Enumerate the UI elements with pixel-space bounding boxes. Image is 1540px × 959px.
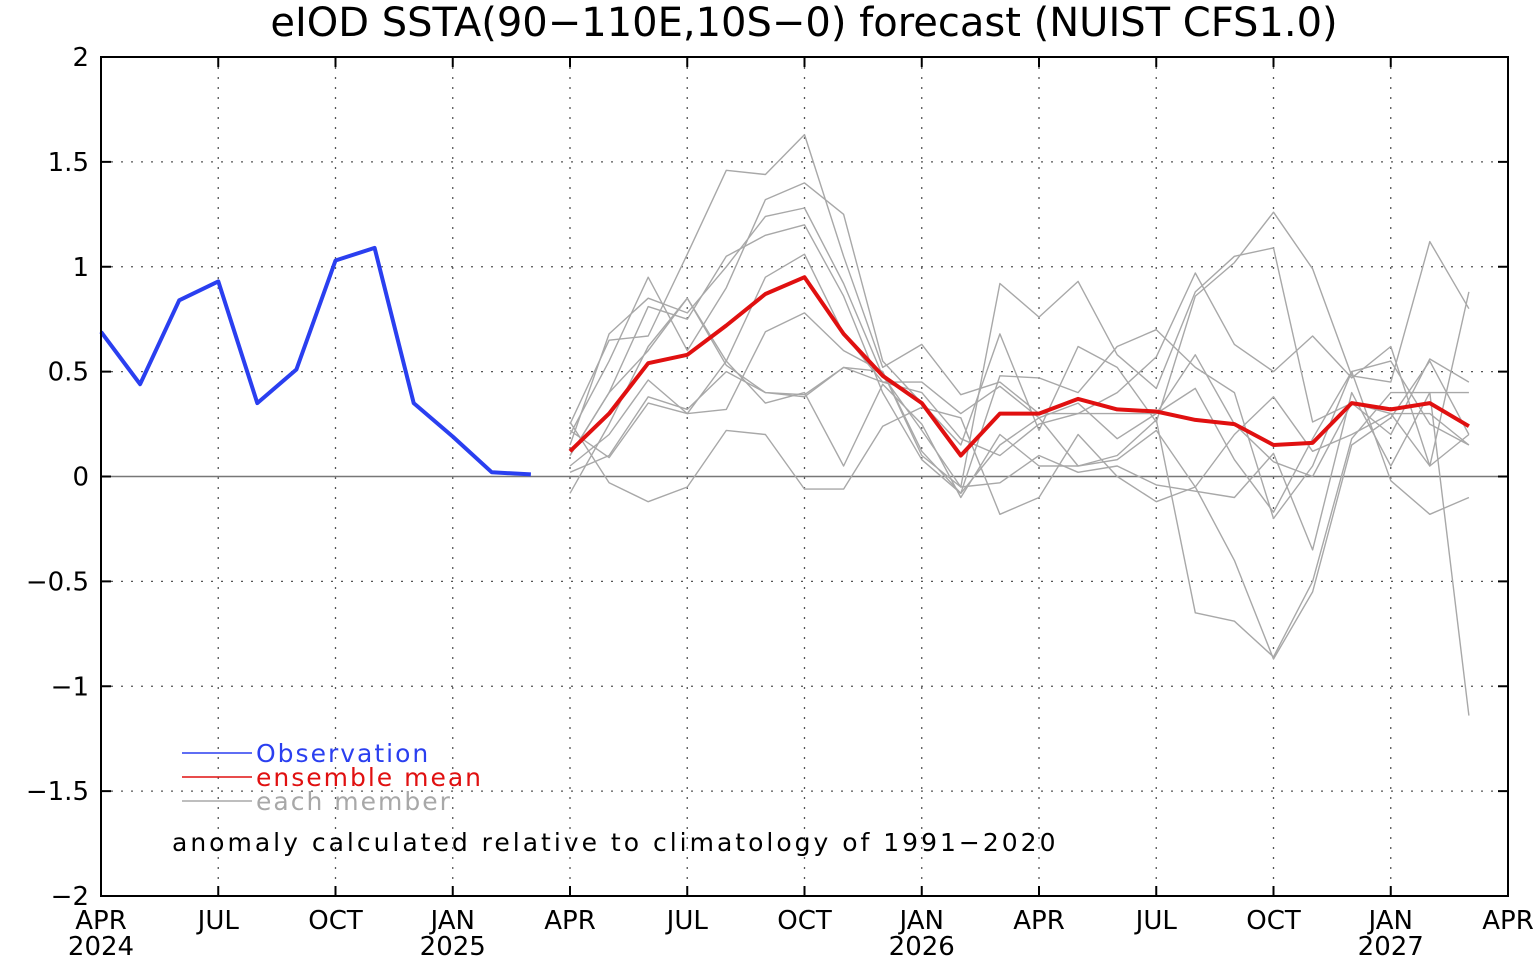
x-tick-label: OCT <box>1246 906 1301 936</box>
y-tick-label: 1 <box>72 253 89 283</box>
member-line-6 <box>569 366 1470 515</box>
member-line-8 <box>569 312 1469 551</box>
x-tick-label: OCT <box>308 906 363 936</box>
x-tick-label: OCT <box>777 906 832 936</box>
ensemble-mean-line <box>568 275 1470 458</box>
x-tick-label: JUL <box>1134 906 1178 936</box>
observation-line <box>99 245 532 477</box>
y-tick-label: 1.5 <box>48 148 89 178</box>
x-tick-label: JAN <box>429 906 475 936</box>
y-tick-label: −1.5 <box>26 777 89 807</box>
member-line-5 <box>569 253 1470 660</box>
x-tick-label: APR <box>544 906 596 936</box>
y-tick-label: 0.5 <box>48 358 89 388</box>
member-line-3 <box>569 207 1470 488</box>
legend-label-ensemble-mean: ensemble mean <box>256 763 483 792</box>
climatology-note: anomaly calculated relative to climatolo… <box>172 828 1058 857</box>
member-line-4 <box>569 224 1470 520</box>
legend-label-each-member: each member <box>256 787 452 816</box>
ensemble-mean-layer <box>568 275 1470 458</box>
members-layer <box>569 133 1470 716</box>
x-year-label: 2025 <box>420 932 486 959</box>
observation-layer <box>99 245 532 477</box>
x-tick-label: APR <box>1013 906 1065 936</box>
legend-label-observation: Observation <box>256 739 430 768</box>
member-line-7 <box>569 297 1470 716</box>
x-year-label: 2024 <box>68 932 134 959</box>
chart-title: eIOD SSTA(90−110E,10S−0) forecast (NUIST… <box>270 0 1337 46</box>
member-line-10 <box>569 297 1470 494</box>
x-tick-label: JUL <box>196 906 240 936</box>
member-line-2 <box>569 182 1470 446</box>
x-tick-label: APR <box>75 906 127 936</box>
y-tick-label: −0.5 <box>26 567 89 597</box>
y-tick-label: 0 <box>72 463 89 493</box>
y-tick-label: −1 <box>51 672 89 702</box>
legend: Observation ensemble mean each member <box>182 739 483 816</box>
x-tick-label: APR <box>1482 906 1534 936</box>
x-tick-label: JAN <box>1367 906 1413 936</box>
member-line-1 <box>569 133 1470 467</box>
member-line-9 <box>569 396 1470 515</box>
y-tick-label: 2 <box>72 43 89 73</box>
x-tick-label: JUL <box>665 906 709 936</box>
x-year-label: 2027 <box>1358 932 1424 959</box>
x-tick-label: JAN <box>898 906 944 936</box>
x-year-label: 2026 <box>889 932 955 959</box>
y-tick-label: −2 <box>51 882 89 912</box>
